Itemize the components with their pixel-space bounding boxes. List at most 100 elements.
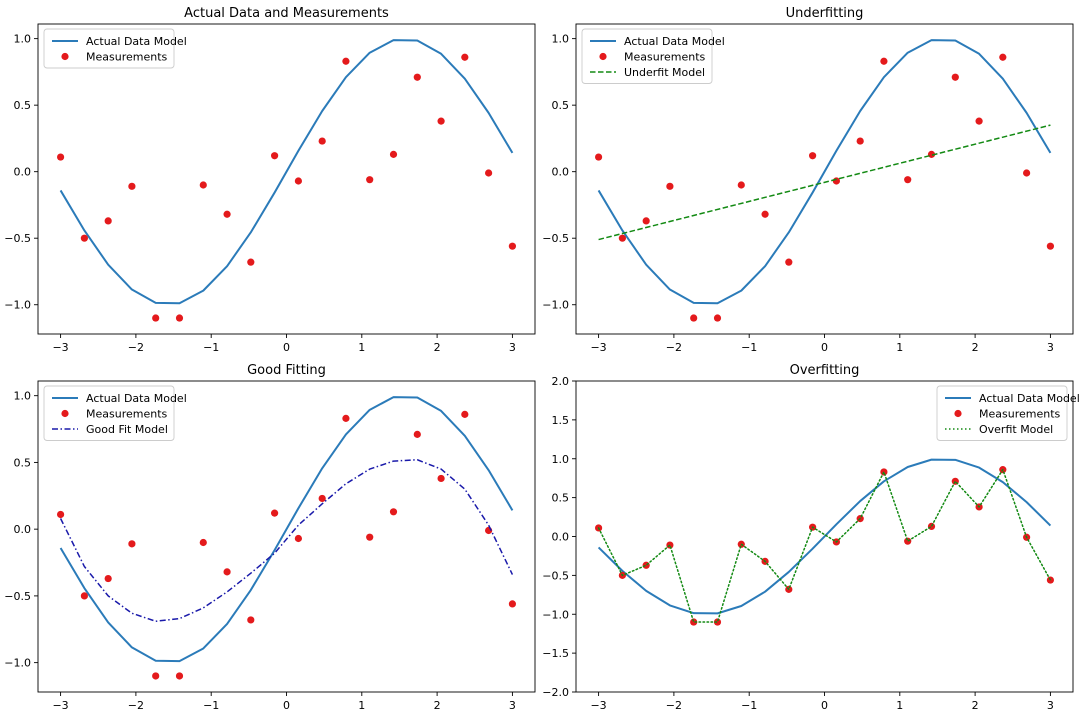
actual-data-model-line xyxy=(59,39,514,305)
x-tick-label: 2 xyxy=(434,699,441,712)
measurement-point xyxy=(761,210,769,218)
y-tick-label: −1.0 xyxy=(4,299,31,312)
measurement-point xyxy=(618,234,626,242)
y-tick-label: 0.5 xyxy=(14,456,32,469)
y-tick-label: 1.5 xyxy=(552,414,570,427)
chart-title: Overfitting xyxy=(790,363,860,378)
measurement-point xyxy=(128,182,136,190)
measurement-point xyxy=(999,53,1007,61)
measurement-point xyxy=(294,177,302,185)
y-tick-label: 1.0 xyxy=(14,33,32,46)
measurement-point xyxy=(294,534,302,543)
x-tick-label: −3 xyxy=(590,341,606,354)
legend-box xyxy=(936,385,1068,441)
x-tick-label: 1 xyxy=(896,341,903,354)
measurement-point xyxy=(318,494,326,503)
y-tick-label: 2.0 xyxy=(552,375,570,388)
x-tick-label: 1 xyxy=(358,341,365,354)
measurement-point xyxy=(318,137,326,145)
chart-panel-1: Actual Data and Measurements −3 −2 −1 0 1 2 3 −1… xyxy=(4,6,536,354)
legend: Actual Data Model Measurements Good Fit Mo… xyxy=(43,385,187,441)
measurement-point xyxy=(713,618,722,626)
x-tick-label: −3 xyxy=(52,699,68,712)
legend-box xyxy=(581,28,713,84)
measurement-point xyxy=(904,176,912,184)
measurement-point xyxy=(461,410,469,418)
measurement-point xyxy=(247,258,255,266)
measurement-point xyxy=(461,53,469,61)
y-tick-label: −0.5 xyxy=(4,590,31,603)
measurement-point xyxy=(366,176,374,184)
measurement-point xyxy=(666,182,674,190)
measurement-point xyxy=(128,540,136,548)
x-tick-label: 2 xyxy=(972,699,979,712)
actual-data-model-line xyxy=(597,39,1052,305)
y-tick-label: −1.0 xyxy=(542,608,569,621)
x-tick-label: 0 xyxy=(821,699,828,712)
measurement-point xyxy=(223,568,231,576)
actual-data-model-line xyxy=(59,396,514,663)
legend-marker xyxy=(61,52,69,61)
measurement-point xyxy=(485,169,493,177)
measurement-point xyxy=(80,592,88,600)
measurement-point xyxy=(175,672,184,680)
measurement-point xyxy=(437,474,445,483)
measurement-point xyxy=(152,672,160,680)
measurement-point xyxy=(1046,242,1055,250)
legend: Actual Data Model Measurements Underfit Mo… xyxy=(581,28,725,84)
measurement-point xyxy=(904,537,912,545)
x-tick-label: −2 xyxy=(128,341,144,354)
measurements-series xyxy=(594,53,1055,322)
x-tick-label: 0 xyxy=(821,341,828,354)
x-tick-label: −1 xyxy=(741,341,757,354)
underfit-model-line xyxy=(598,124,1051,241)
measurement-point xyxy=(271,152,279,160)
measurement-point xyxy=(642,217,650,225)
x-tick-label: −2 xyxy=(666,341,682,354)
x-tick-label: −3 xyxy=(52,341,68,354)
y-tick-label: −0.5 xyxy=(542,232,569,245)
y-tick-label: 1.0 xyxy=(552,33,570,46)
legend-label: Actual Data Model xyxy=(979,392,1080,405)
measurement-point xyxy=(413,73,421,81)
measurement-point xyxy=(104,574,112,583)
measurement-point xyxy=(975,117,983,125)
measurement-point xyxy=(508,242,517,250)
measurement-point xyxy=(880,57,888,65)
measurement-point xyxy=(175,314,184,322)
overfit-model-line xyxy=(597,468,1052,623)
y-tick-label: −1.0 xyxy=(4,657,31,670)
x-tick-label: 3 xyxy=(1047,341,1054,354)
y-tick-label: 0.5 xyxy=(14,99,32,112)
measurement-point xyxy=(342,57,350,65)
measurement-point xyxy=(1023,169,1031,177)
legend-label: Underfit Model xyxy=(624,66,705,79)
legend-label: Actual Data Model xyxy=(86,392,187,405)
y-tick-label: 1.0 xyxy=(552,453,570,466)
legend-label: Measurements xyxy=(624,51,706,64)
measurement-point xyxy=(342,414,350,422)
measurement-point xyxy=(389,508,398,516)
x-tick-label: −3 xyxy=(590,699,606,712)
x-tick-label: −1 xyxy=(203,699,219,712)
y-tick-label: 1.0 xyxy=(14,390,32,403)
chart-panel-4: Overfitting −3 −2 −1 0 1 2 3 −2.0 −1.5 −1.0 −0.5 0.0… xyxy=(542,363,1079,712)
x-tick-label: 3 xyxy=(509,699,516,712)
measurement-point xyxy=(389,150,398,158)
actual-data-model-line xyxy=(597,458,1052,615)
legend-label: Overfit Model xyxy=(979,423,1053,436)
measurement-point xyxy=(80,234,88,242)
y-tick-label: −0.5 xyxy=(4,232,31,245)
measurement-point xyxy=(223,210,231,218)
x-tick-label: −1 xyxy=(203,341,219,354)
measurements-series xyxy=(56,410,517,680)
measurement-point xyxy=(951,73,959,81)
good-fit-model-line xyxy=(59,459,514,623)
legend-marker xyxy=(954,409,962,418)
x-tick-label: 1 xyxy=(896,699,903,712)
y-tick-label: 0.0 xyxy=(14,166,32,179)
measurement-point xyxy=(152,314,160,322)
measurement-point xyxy=(594,153,603,161)
x-tick-label: 3 xyxy=(509,341,516,354)
